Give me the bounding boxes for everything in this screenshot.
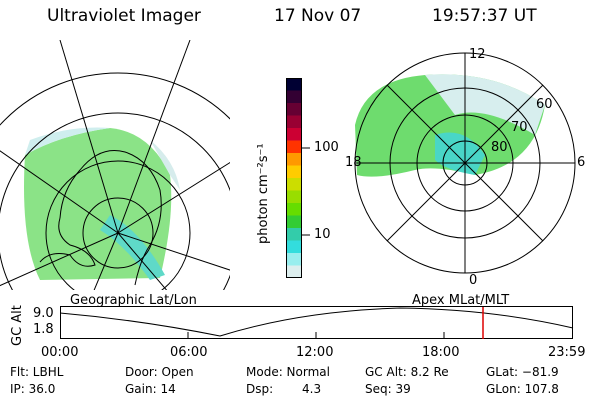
mode-status: Mode: Normal xyxy=(246,365,330,379)
mlt-0: 0 xyxy=(469,273,478,288)
dsp-value: 4.3 xyxy=(302,382,322,396)
dsp-label: Dsp: xyxy=(246,382,274,396)
magnetic-map-label: Apex MLat/MLT xyxy=(412,293,510,308)
mlat-60: 60 xyxy=(536,97,553,112)
colorbar-band xyxy=(286,265,302,278)
colorbar-band xyxy=(286,115,302,129)
altitude-timeline xyxy=(60,306,574,339)
timeline-y-tick-high: 9.0 xyxy=(33,306,54,321)
date-label: 17 Nov 07 xyxy=(274,6,362,26)
gain-status: Gain: 14 xyxy=(125,382,176,396)
colorbar-band xyxy=(286,140,302,154)
colorbar-band xyxy=(286,215,302,229)
mlat-80: 80 xyxy=(491,140,508,155)
magnetic-map xyxy=(354,52,576,274)
timeline-x-tick-0: 00:00 xyxy=(41,345,79,360)
colorbar-band xyxy=(286,228,302,241)
colorbar-band xyxy=(286,165,302,179)
instrument-title: Ultraviolet Imager xyxy=(47,6,201,26)
colorbar-band xyxy=(286,203,302,216)
timeline-x-tick-3: 18:00 xyxy=(422,345,460,360)
colorbar xyxy=(286,78,302,278)
colorbar-band xyxy=(286,190,302,204)
glon-status: GLon: 107.8 xyxy=(486,382,559,396)
geographic-map-label: Geographic Lat/Lon xyxy=(70,293,197,308)
colorbar-tick-10: 10 xyxy=(314,227,331,242)
colorbar-band xyxy=(286,153,302,166)
ip-status: IP: 36.0 xyxy=(10,382,56,396)
colorbar-band xyxy=(286,78,302,91)
seq-status: Seq: 39 xyxy=(365,382,411,396)
coastline xyxy=(39,150,162,286)
timeline-x-tick-4: 23:59 xyxy=(548,345,586,360)
timeline-y-label: GC Alt xyxy=(10,305,25,346)
mlat-70: 70 xyxy=(511,120,528,135)
colorbar-band xyxy=(286,253,302,266)
door-status: Door: Open xyxy=(125,365,194,379)
colorbar-band xyxy=(286,240,302,254)
gc-alt-status: GC Alt: 8.2 Re xyxy=(365,365,449,379)
colorbar-ticks xyxy=(302,147,310,236)
colorbar-band xyxy=(286,178,302,191)
filter-status: Flt: LBHL xyxy=(10,365,64,379)
colorbar-unit-label: photon cm⁻²s⁻¹ xyxy=(256,143,271,244)
mlt-12: 12 xyxy=(469,47,486,62)
geographic-map xyxy=(0,40,230,290)
glat-status: GLat: −81.9 xyxy=(486,365,559,379)
colorbar-band xyxy=(286,90,302,104)
mlt-18: 18 xyxy=(345,155,362,170)
timeline-y-tick-low: 1.8 xyxy=(33,322,54,337)
colorbar-band xyxy=(286,128,302,141)
timeline-x-tick-1: 06:00 xyxy=(170,345,208,360)
time-label: 19:57:37 UT xyxy=(432,6,537,26)
colorbar-band xyxy=(286,103,302,116)
mlt-6: 6 xyxy=(577,155,586,170)
colorbar-tick-100: 100 xyxy=(314,140,339,155)
timeline-x-tick-2: 12:00 xyxy=(296,345,334,360)
altitude-curve xyxy=(60,307,574,337)
